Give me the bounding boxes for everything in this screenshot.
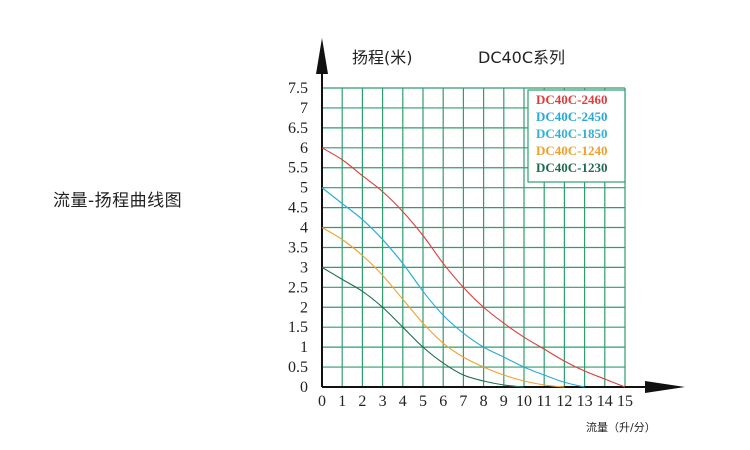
series-line-dc40c-1850 (321, 187, 424, 292)
legend-entry: DC40C-2450 (536, 109, 608, 124)
y-axis-title: 扬程(米) (352, 48, 413, 67)
y-tick-label: 4 (300, 220, 308, 237)
y-axis-arrow (316, 38, 328, 74)
y-tick-label: 7.5 (288, 80, 308, 97)
series-line-dc40c-1230 (321, 266, 525, 388)
x-tick-label: 7 (459, 393, 467, 410)
axes (316, 38, 685, 393)
x-tick-label: 5 (419, 393, 427, 410)
grid (322, 87, 626, 387)
series-lines (321, 147, 626, 388)
x-tick-label: 13 (577, 393, 593, 410)
x-tick-label: 15 (617, 393, 633, 410)
x-tick-label: 4 (399, 393, 407, 410)
y-tick-label: 4.5 (288, 200, 308, 217)
y-tick-label: 7 (300, 100, 308, 117)
y-tick-label: 0 (300, 379, 308, 396)
y-tick-label: 3 (300, 259, 308, 276)
y-tick-label: 1 (300, 339, 308, 356)
series-line-dc40c-2460 (321, 147, 626, 388)
y-tick-label: 3.5 (288, 239, 308, 256)
series-line-dc40c-1240 (321, 227, 565, 388)
legend-box (527, 89, 626, 183)
x-tick-label: 12 (556, 393, 572, 410)
x-tick-label: 1 (338, 393, 346, 410)
side-title: 流量-扬程曲线图 (53, 191, 183, 211)
legend-entry: DC40C-1230 (536, 160, 608, 175)
x-tick-label: 0 (318, 393, 326, 410)
legend-entry: DC40C-2460 (536, 92, 608, 107)
chart-title: DC40C系列 (478, 48, 566, 67)
x-tick-label: 10 (516, 393, 532, 410)
x-axis-title: 流量（升/分） (586, 421, 656, 434)
x-tick-label: 11 (536, 393, 551, 410)
y-tick-label: 5.5 (288, 160, 308, 177)
y-tick-label: 0.5 (288, 359, 308, 376)
tick-labels: 0 1 2 3 4 5 6 7 8 9 10 11 12 13 14 1500.511.522.533.544… (288, 80, 633, 410)
y-tick-label: 6.5 (288, 120, 308, 137)
y-tick-label: 2 (300, 299, 308, 316)
y-tick-label: 1.5 (288, 319, 308, 336)
x-tick-label: 14 (597, 393, 613, 410)
y-tick-label: 2.5 (288, 279, 308, 296)
legend-entry: DC40C-1240 (536, 143, 608, 158)
y-tick-label: 6 (300, 140, 308, 157)
x-tick-label: 3 (379, 393, 387, 410)
legend-entry: DC40C-1850 (536, 126, 608, 141)
x-tick-label: 2 (358, 393, 366, 410)
x-axis-arrow (645, 381, 685, 393)
legend: DC40C-2460 DC40C-2450 DC40C-1850 DC40C-1240… (527, 89, 626, 183)
x-tick-label: 9 (500, 393, 508, 410)
x-tick-label: 8 (480, 393, 488, 410)
y-tick-label: 5 (300, 180, 308, 197)
x-tick-label: 6 (439, 393, 447, 410)
